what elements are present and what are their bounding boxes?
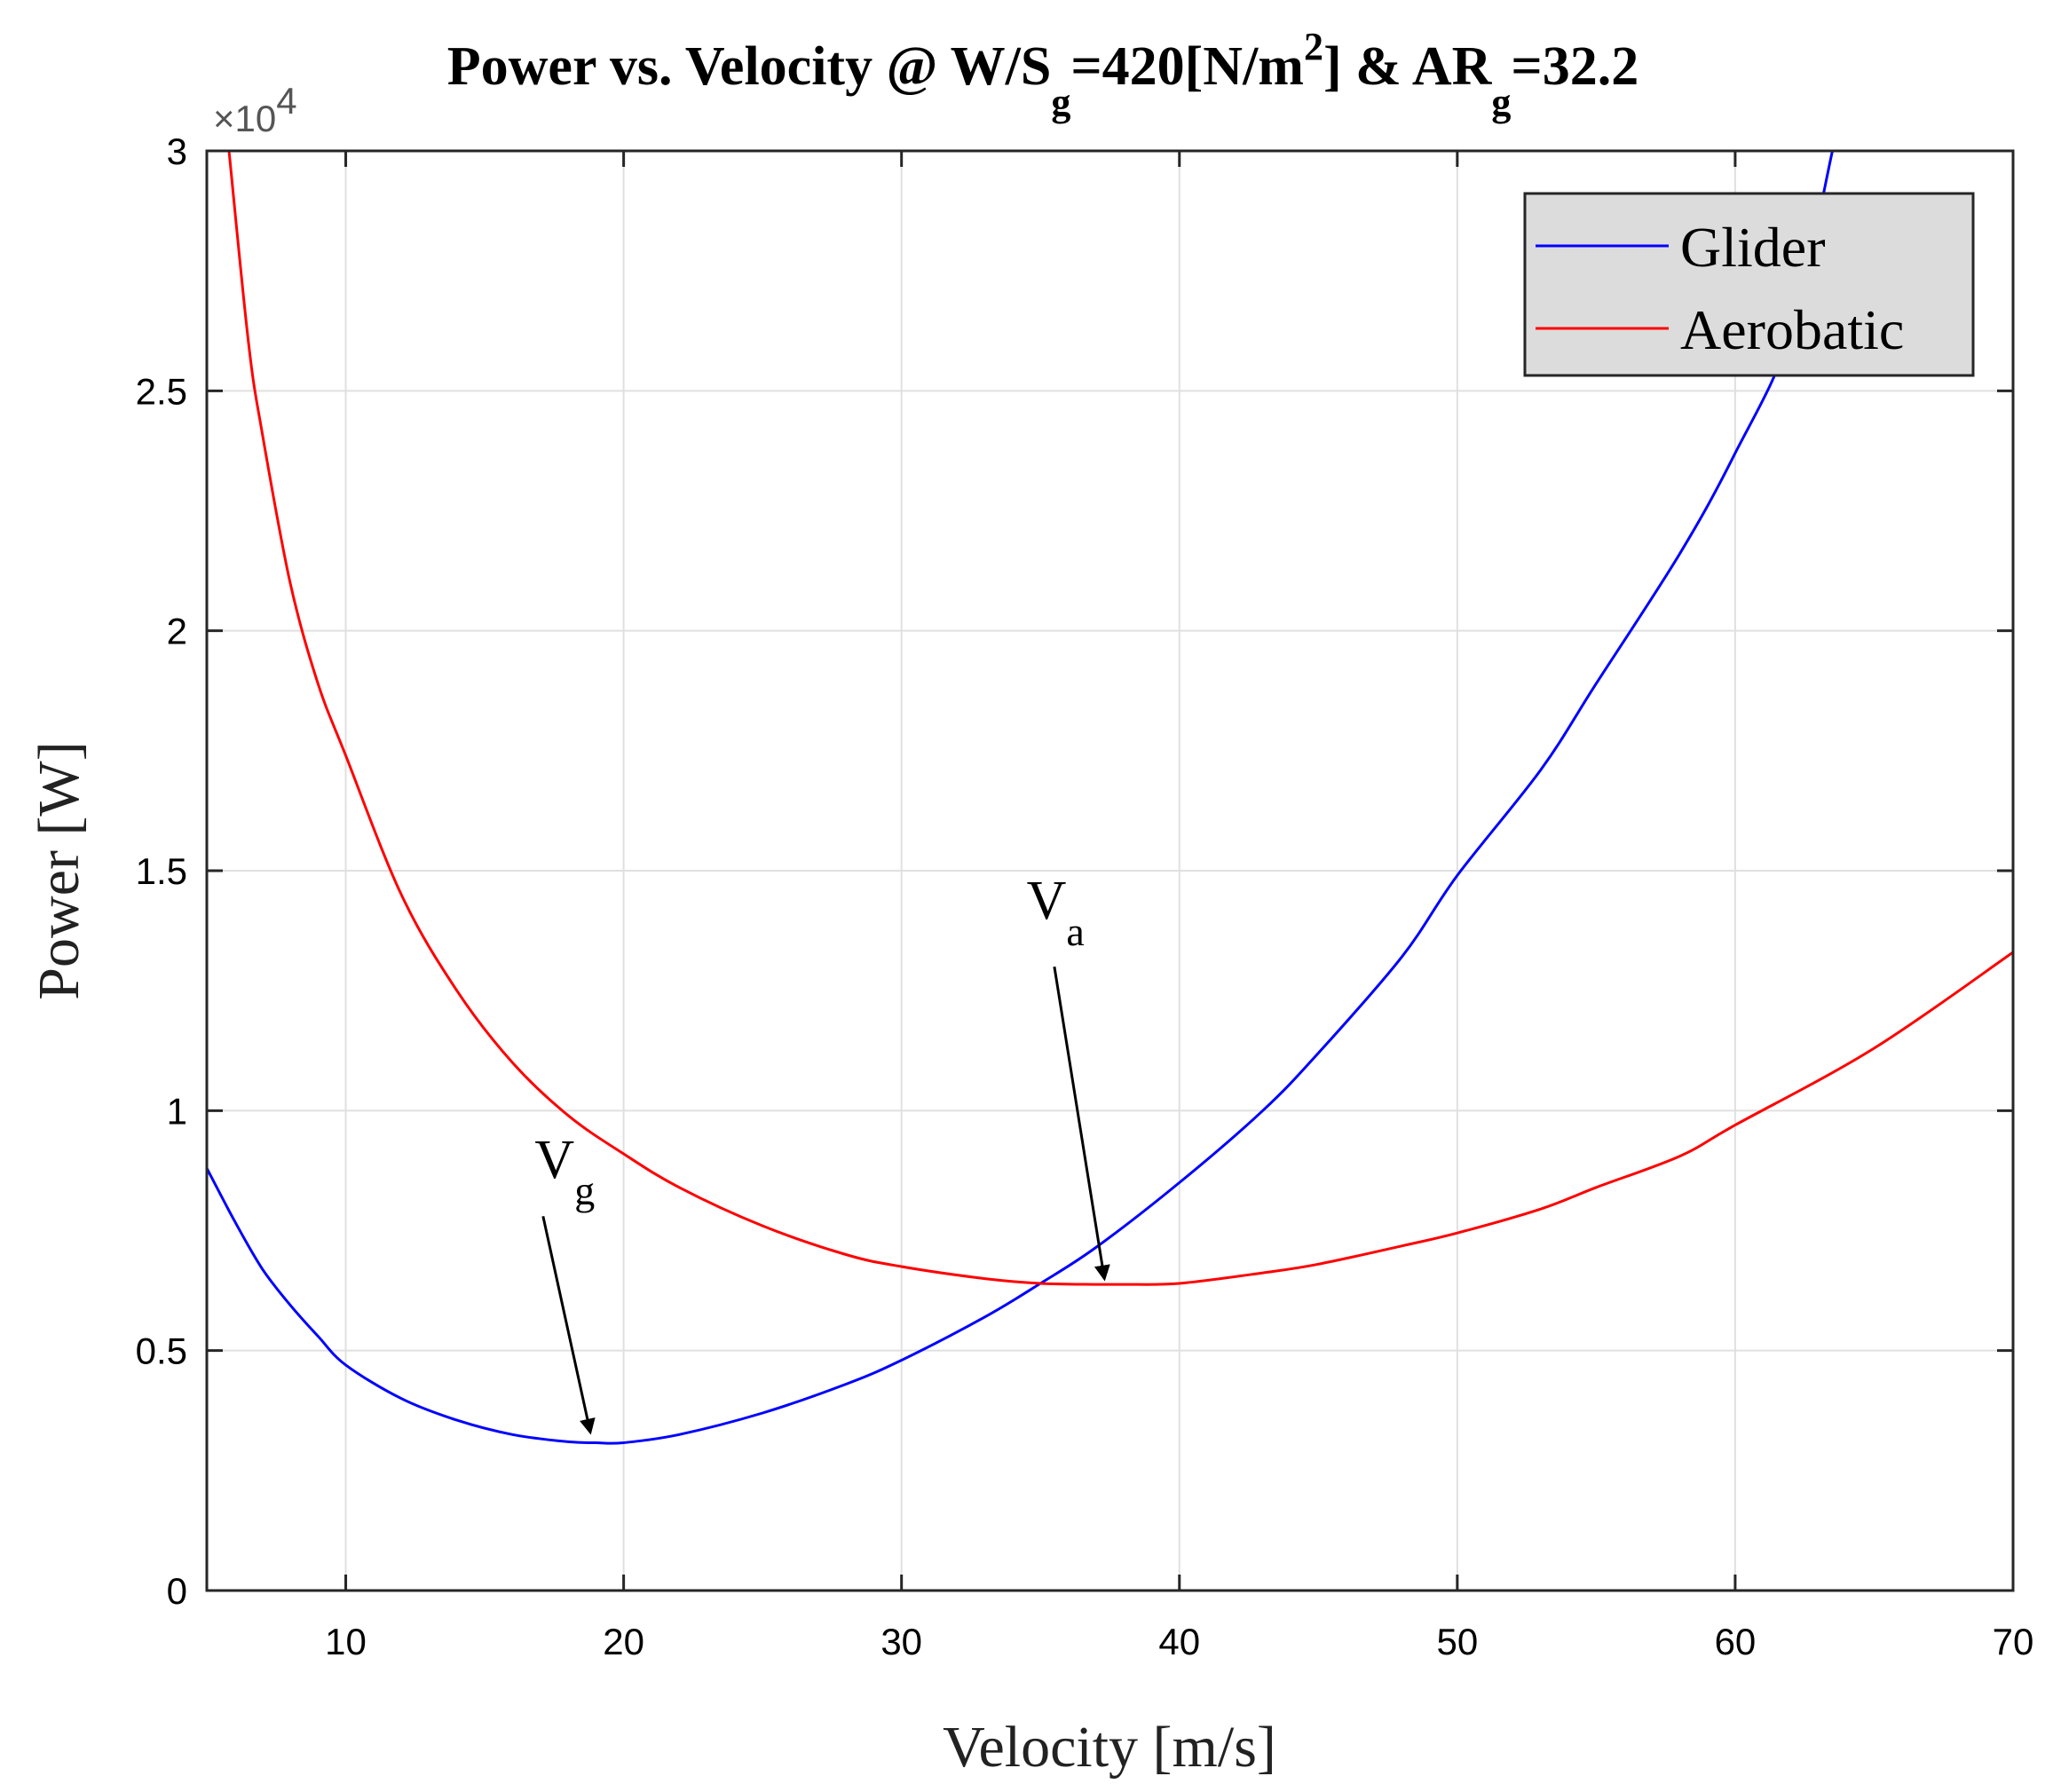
- annotation-arrow-va: [1053, 966, 1110, 1282]
- plot-frame: [205, 149, 2015, 1592]
- x-axis-ticks: 10 20 30 40 50 60 70: [325, 151, 2033, 1662]
- legend: Glider Aerobatic: [1523, 192, 1975, 377]
- series-line-glider: [207, 151, 1834, 1445]
- y-axis-ticks: 0 0.5 1 1.5 2 2.5 3: [136, 130, 2013, 1612]
- annotation-label-vg: Vg: [534, 1130, 595, 1213]
- y-tick-label: 2.5: [136, 370, 187, 412]
- annotation-label-va: Va: [1027, 871, 1085, 954]
- x-tick-label: 40: [1158, 1621, 1200, 1662]
- x-tick-label: 60: [1715, 1621, 1757, 1662]
- series-layer: [207, 151, 2013, 1445]
- x-tick-label: 50: [1436, 1621, 1478, 1662]
- x-axis-label: Velocity [m/s]: [943, 1715, 1276, 1780]
- annotation-arrow-vg: [541, 1215, 596, 1435]
- series-line-aerobatic: [227, 151, 2013, 1286]
- x-tick-label: 20: [603, 1621, 644, 1662]
- legend-box: [1523, 192, 1975, 377]
- y-tick-label: 0: [167, 1570, 187, 1612]
- y-exponent-label: ×104: [213, 80, 297, 139]
- x-tick-label: 70: [1993, 1621, 2034, 1662]
- y-axis-label: Power [W]: [27, 741, 91, 999]
- x-tick-label: 10: [325, 1621, 367, 1662]
- y-tick-label: 1: [167, 1090, 187, 1132]
- y-tick-label: 1.5: [136, 850, 187, 892]
- y-tick-label: 2: [167, 611, 187, 652]
- legend-label-glider: Glider: [1680, 216, 1826, 279]
- y-tick-label: 0.5: [136, 1330, 187, 1372]
- y-tick-label: 3: [167, 130, 187, 172]
- chart-title: Power vs. Velocity @ W/Sg=420[N/m2] & AR…: [447, 25, 1638, 124]
- x-tick-label: 30: [880, 1621, 922, 1662]
- legend-label-aerobatic: Aerobatic: [1680, 298, 1904, 361]
- annotations: Va Vg: [534, 871, 1110, 1435]
